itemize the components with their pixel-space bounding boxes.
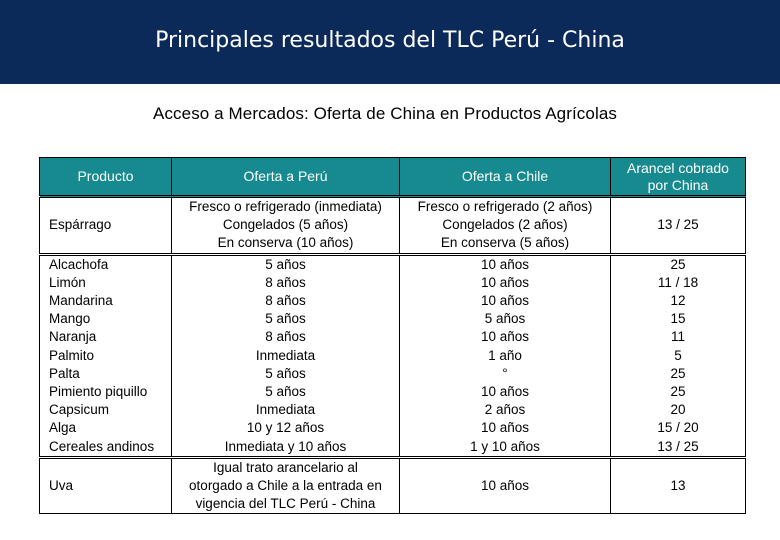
cell-arancel: 5	[610, 346, 746, 365]
cell-line: vigencia del TLC Perú - China	[195, 496, 376, 512]
cell-producto: Naranja	[39, 328, 172, 347]
table-row: Palmito Inmediata 1 año 5	[39, 346, 746, 365]
table-subtitle: Acceso a Mercados: Oferta de China en Pr…	[153, 104, 617, 123]
table-row-uva: Uva Igual trato arancelario al otorgado …	[39, 457, 746, 515]
cell-oferta-peru: 8 años	[171, 273, 400, 293]
cell-line: En conserva (5 años)	[440, 235, 570, 251]
cell-oferta-chile: 10 años	[399, 457, 611, 515]
table-row: Mango 5 años 5 años 15	[39, 310, 746, 329]
cell-oferta-peru: 5 años	[171, 254, 400, 274]
cell-arancel: 25	[610, 383, 746, 402]
cell-arancel: 12	[610, 292, 746, 311]
table-row-esparrago: Espárrago Fresco o refrigerado (inmediat…	[39, 196, 746, 256]
cell-line: Fresco o refrigerado (2 años)	[417, 199, 593, 214]
cell-oferta-chile: 10 años	[399, 419, 611, 438]
cell-producto: Pimiento piquillo	[39, 383, 172, 402]
cell-arancel: 13 / 25	[610, 196, 746, 256]
cell-arancel: 11 / 18	[610, 273, 746, 293]
cell-oferta-peru: Igual trato arancelario al otorgado a Ch…	[171, 457, 400, 515]
table-row: Capsicum Inmediata 2 años 20	[39, 401, 746, 420]
cell-oferta-chile: 1 año	[399, 346, 611, 365]
table-row: Alga 10 y 12 años 10 años 15 / 20	[39, 419, 746, 438]
cell-line: Congelados (5 años)	[222, 217, 349, 233]
cell-arancel: 15	[610, 310, 746, 329]
cell-arancel: 15 / 20	[610, 419, 746, 438]
cell-oferta-peru: Inmediata	[171, 346, 400, 365]
table-row: Pimiento piquillo 5 años 10 años 25	[39, 383, 746, 402]
cell-oferta-peru: 5 años	[171, 364, 400, 384]
cell-producto: Uva	[39, 457, 172, 515]
table-row: Palta 5 años ° 25	[39, 364, 746, 384]
cell-oferta-chile: 10 años	[399, 328, 611, 347]
table-row: Naranja 8 años 10 años 11	[39, 328, 746, 347]
table-row: Cereales andinos Inmediata y 10 años 1 y…	[39, 437, 746, 459]
page-title: Principales resultados del TLC Perú - Ch…	[155, 27, 625, 53]
title-banner: Principales resultados del TLC Perú - Ch…	[0, 0, 780, 84]
cell-oferta-peru: 5 años	[171, 310, 400, 329]
cell-producto: Mango	[39, 310, 172, 329]
header-producto: Producto	[39, 157, 172, 198]
cell-producto: Mandarina	[39, 292, 172, 311]
cell-line: Congelados (2 años)	[442, 217, 568, 233]
cell-oferta-chile: 10 años	[399, 292, 611, 311]
cell-oferta-chile: 10 años	[399, 383, 611, 402]
cell-oferta-chile: 10 años	[399, 254, 611, 274]
cell-oferta-chile: 2 años	[399, 401, 611, 420]
cell-oferta-peru: 8 años	[171, 328, 400, 347]
cell-oferta-chile: Fresco o refrigerado (2 años) Congelados…	[399, 196, 611, 256]
cell-producto: Alcachofa	[39, 254, 172, 274]
header-arancel: Arancel cobrado por China	[610, 157, 746, 198]
cell-oferta-peru: Inmediata	[171, 401, 400, 420]
cell-line: Igual trato arancelario al	[213, 459, 358, 475]
cell-producto: Espárrago	[39, 196, 172, 256]
cell-oferta-chile: °	[399, 364, 611, 384]
header-oferta-peru: Oferta a Perú	[171, 157, 400, 198]
cell-arancel: 13	[610, 457, 746, 515]
header-oferta-chile: Oferta a Chile	[399, 157, 611, 198]
cell-oferta-peru: Inmediata y 10 años	[171, 437, 400, 459]
cell-line: otorgado a Chile a la entrada en	[189, 478, 382, 494]
cell-line: En conserva (10 años)	[217, 235, 354, 251]
cell-oferta-chile: 5 años	[399, 310, 611, 329]
table-row: Alcachofa 5 años 10 años 25	[39, 254, 746, 274]
cell-arancel: 25	[610, 254, 746, 274]
table-row: Mandarina 8 años 10 años 12	[39, 292, 746, 311]
cell-producto: Cereales andinos	[39, 437, 172, 459]
cell-arancel: 13 / 25	[610, 437, 746, 459]
cell-producto: Palmito	[39, 346, 172, 365]
cell-producto: Alga	[39, 419, 172, 438]
header-arancel-label: Arancel cobrado por China	[627, 159, 729, 193]
cell-producto: Palta	[39, 364, 172, 384]
cell-oferta-chile: 1 y 10 años	[399, 437, 611, 459]
cell-oferta-peru: Fresco o refrigerado (inmediata) Congela…	[171, 196, 400, 256]
cell-oferta-chile: 10 años	[399, 273, 611, 293]
cell-line: Fresco o refrigerado (inmediata)	[189, 199, 382, 214]
cell-oferta-peru: 5 años	[171, 383, 400, 402]
cell-producto: Limón	[39, 273, 172, 293]
table-row: Limón 8 años 10 años 11 / 18	[39, 273, 746, 293]
cell-producto: Capsicum	[39, 401, 172, 420]
cell-arancel: 25	[610, 364, 746, 384]
cell-oferta-peru: 8 años	[171, 292, 400, 311]
table-header-row: Producto Oferta a Perú Oferta a Chile Ar…	[39, 157, 746, 198]
tariff-table: Producto Oferta a Perú Oferta a Chile Ar…	[39, 157, 746, 515]
cell-oferta-peru: 10 y 12 años	[171, 419, 400, 438]
cell-arancel: 11	[610, 328, 746, 347]
cell-arancel: 20	[610, 401, 746, 420]
